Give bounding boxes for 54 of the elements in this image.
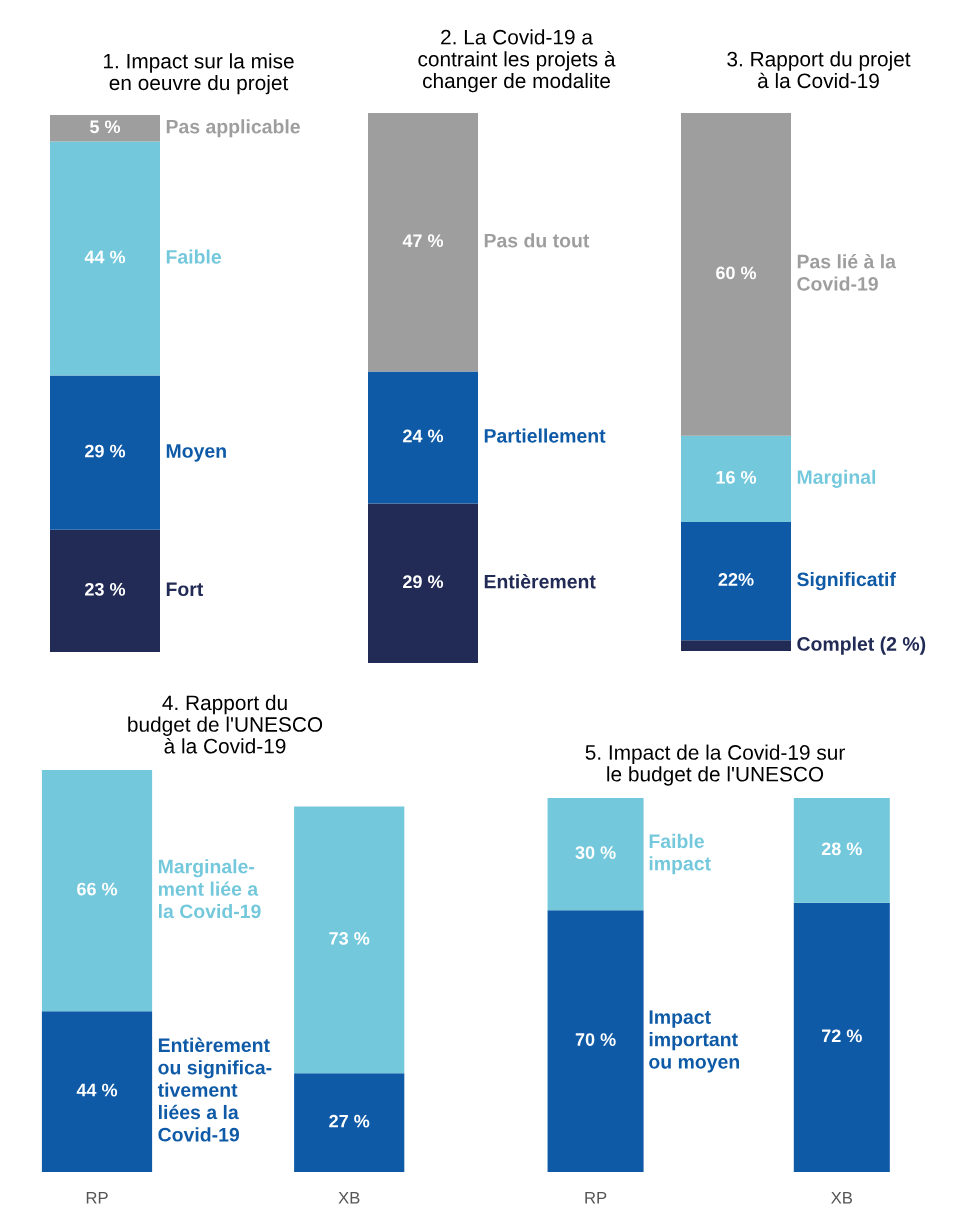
bar (50, 529, 160, 652)
data-label: 47 % (402, 234, 444, 248)
chart-title: 2. La Covid-19 a contraint les projets à changer de modalite (418, 29, 616, 93)
series-label: Marginal (797, 469, 876, 488)
series-label: Complet (2 %) (797, 636, 926, 655)
data-label: 60 % (716, 266, 757, 280)
data-label: 73 % (329, 932, 370, 945)
series-label: Fort (166, 582, 204, 597)
series-label: Faible (166, 249, 222, 264)
series-label: Pas lié à la Covid-19 (797, 253, 897, 291)
data-label: 23 % (85, 582, 126, 596)
data-label: 16 % (716, 470, 757, 484)
data-label: 44 % (76, 1083, 118, 1097)
series-label: Pas applicable (166, 119, 300, 138)
data-label: 24 % (403, 429, 444, 443)
bar (681, 435, 791, 522)
bar (681, 113, 791, 436)
bar (294, 806, 405, 1074)
series-label: Partiellement (484, 428, 606, 443)
bar (50, 141, 160, 376)
data-label: 72 % (822, 1029, 862, 1043)
data-label: 29 % (403, 575, 444, 589)
chart-title: 4. Rapport du budget de l'UNESCO à la Covid-19 (128, 694, 323, 754)
data-label: 66 % (77, 882, 118, 896)
chart-title: 1. Impact sur la mise en oeuvre du projet (104, 53, 294, 95)
bar (681, 521, 791, 641)
series-label: Marginale- ment liée a la Covid-19 (158, 859, 261, 919)
x-tick-label: XB (831, 1192, 853, 1204)
data-label: 5 % (90, 120, 121, 134)
bar (681, 640, 791, 651)
series-label: Significatif (797, 571, 896, 591)
series-label: Faible impact (649, 833, 711, 875)
x-tick-label: RP (86, 1192, 108, 1204)
series-label: Moyen (166, 444, 226, 462)
data-label: 30 % (575, 846, 616, 859)
data-label: 29 % (85, 444, 126, 458)
chart-title: 3. Rapport du projet à la Covid-19 (727, 51, 911, 89)
x-tick-label: XB (338, 1192, 360, 1204)
bar (41, 1011, 153, 1172)
bar (294, 1073, 405, 1172)
series-label: Entièrement ou significa- tivement liées a la Covid-19 (157, 1037, 272, 1142)
series-label: Impact important ou moyen (649, 1010, 740, 1073)
bar (50, 375, 160, 530)
chart-title: 5. Impact de la Covid-19 sur le budget de l'UNESCO (585, 744, 845, 786)
data-label: 28 % (821, 842, 862, 856)
bar (41, 770, 153, 1012)
data-label: 22% (718, 573, 754, 586)
data-label: 70 % (575, 1033, 616, 1046)
data-label: 27 % (329, 1114, 370, 1128)
data-label: 44 % (84, 250, 126, 264)
series-label: Entièrement (484, 574, 596, 589)
series-label: Pas du tout (484, 233, 590, 248)
bar (50, 115, 160, 142)
x-tick-label: RP (585, 1192, 607, 1204)
